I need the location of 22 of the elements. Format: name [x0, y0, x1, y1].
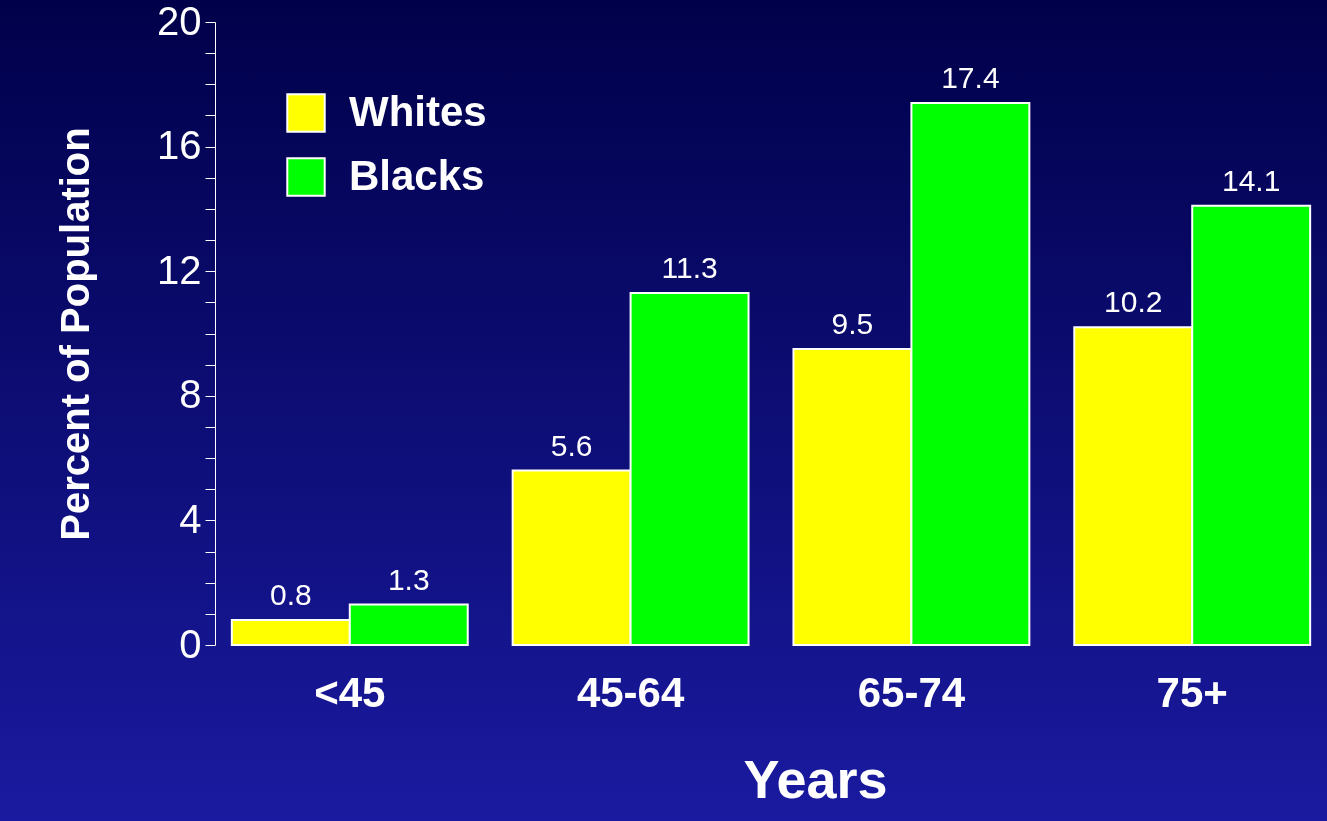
y-tick-label: 8: [179, 372, 202, 417]
data-label: 0.8: [269, 578, 312, 612]
y-tick-label: 0: [179, 621, 202, 666]
data-label: 1.3: [387, 562, 430, 596]
legend-label: Whites: [349, 88, 487, 135]
x-tick-label: <45: [314, 668, 386, 716]
x-tick-label: 75+: [1156, 668, 1228, 716]
x-axis-title: Years: [743, 748, 888, 809]
y-axis-title: Percent of Population: [53, 127, 98, 541]
y-tick-label: 12: [157, 247, 202, 292]
data-label: 17.4: [941, 60, 1000, 94]
x-tick-label: 45-64: [576, 668, 685, 716]
data-label: 5.6: [550, 428, 593, 462]
data-label: 14.1: [1221, 163, 1281, 197]
x-tick-label: 65-74: [857, 668, 966, 716]
y-tick-label: 16: [157, 123, 202, 168]
legend-label: Blacks: [349, 152, 485, 199]
data-label: 9.5: [831, 307, 874, 341]
y-tick-label: 20: [157, 0, 202, 43]
data-label: 10.2: [1104, 285, 1163, 319]
y-tick-label: 4: [179, 496, 202, 541]
data-label: 11.3: [661, 251, 718, 285]
